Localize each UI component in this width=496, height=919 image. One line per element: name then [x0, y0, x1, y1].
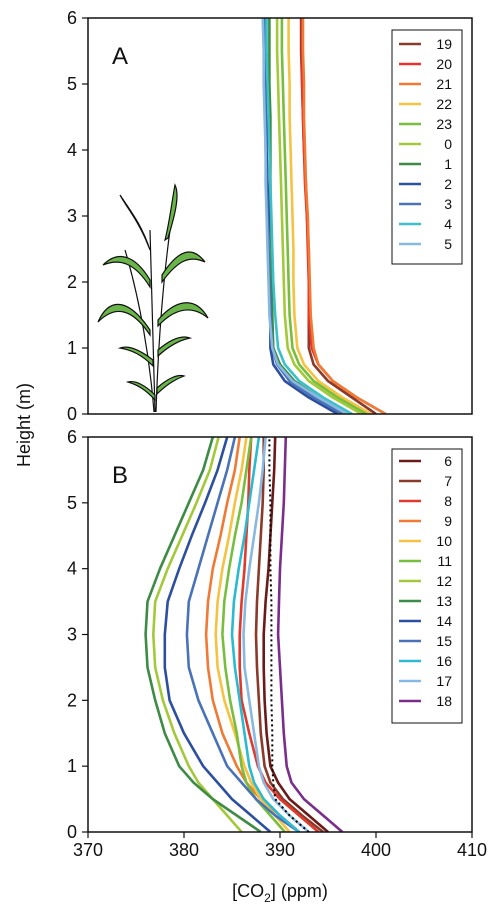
y-axis-label: Height (m): [14, 383, 34, 467]
legend-label: 11: [437, 553, 452, 569]
profile-line: [262, 437, 329, 832]
y-tick-label: 0: [67, 822, 77, 842]
legend-label: 1: [444, 156, 452, 172]
x-tick-label: 390: [265, 840, 295, 860]
legend-label: 21: [436, 76, 452, 92]
legend-label: 17: [436, 673, 452, 689]
legend-label: 3: [444, 196, 452, 212]
y-tick-label: 6: [67, 427, 77, 447]
profile-line: [163, 437, 272, 832]
y-tick-label: 4: [67, 559, 77, 579]
legend-label: 13: [436, 593, 452, 609]
legend-label: 19: [436, 36, 452, 52]
x-tick-label: 400: [361, 840, 391, 860]
legend-label: 7: [444, 473, 452, 489]
profile-line: [254, 437, 325, 832]
profile-line: [144, 437, 262, 832]
profile-line: [242, 437, 310, 832]
legend-label: 12: [436, 573, 452, 589]
legend-label: 23: [436, 116, 452, 132]
profile-line: [214, 437, 291, 832]
profile-line: [204, 437, 301, 832]
x-tick-label: 410: [457, 840, 487, 860]
y-tick-label: 1: [67, 756, 77, 776]
legend-label: 9: [444, 513, 452, 529]
plot-frame: [87, 436, 473, 833]
y-tick-label: 1: [67, 338, 77, 358]
y-tick-label: 6: [67, 8, 77, 28]
x-axis-label-part: ] (ppm): [271, 881, 328, 901]
x-axis-label-part: [CO: [232, 881, 264, 901]
y-tick-label: 3: [67, 625, 77, 645]
y-tick-label: 4: [67, 140, 77, 160]
legend-label: 2: [444, 176, 452, 192]
legend-label: 5: [444, 236, 452, 252]
series-group: [144, 437, 344, 832]
profile-line: [185, 437, 300, 832]
x-axis-label-sub: 2: [264, 891, 271, 905]
profile-line: [301, 18, 387, 414]
profile-line: [265, 18, 353, 414]
legend-label: 16: [436, 653, 452, 669]
profile-line: [261, 18, 348, 414]
panel-label: A: [112, 43, 128, 70]
legend-label: 18: [436, 693, 452, 709]
legend-label: 8: [444, 493, 452, 509]
profile-line: [275, 18, 363, 414]
legend-label: 0: [444, 136, 452, 152]
x-tick-label: 380: [169, 840, 199, 860]
x-axis-label: [CO2] (ppm): [232, 881, 328, 905]
y-tick-label: 2: [67, 272, 77, 292]
legend-label: 10: [436, 533, 452, 549]
panel-label: B: [112, 462, 128, 489]
profile-line: [280, 18, 368, 414]
y-tick-label: 0: [67, 404, 77, 424]
plot-frame: [87, 17, 473, 415]
legend-label: 14: [436, 613, 452, 629]
legend-label: 15: [436, 633, 452, 649]
legend-label: 22: [436, 96, 452, 112]
y-tick-label: 5: [67, 493, 77, 513]
y-tick-label: 2: [67, 690, 77, 710]
plant-illustration: [97, 183, 209, 413]
legend-box: [391, 448, 463, 724]
y-tick-label: 5: [67, 74, 77, 94]
legend-label: 20: [436, 56, 452, 72]
legend-label: 4: [444, 216, 452, 232]
profile-line: [276, 437, 344, 832]
profile-line: [287, 18, 372, 414]
legend-label: 6: [444, 453, 452, 469]
y-tick-label: 3: [67, 206, 77, 226]
profile-line: [230, 437, 301, 832]
x-tick-label: 370: [73, 840, 103, 860]
profile-line: [299, 18, 377, 414]
series-group: [261, 18, 387, 414]
